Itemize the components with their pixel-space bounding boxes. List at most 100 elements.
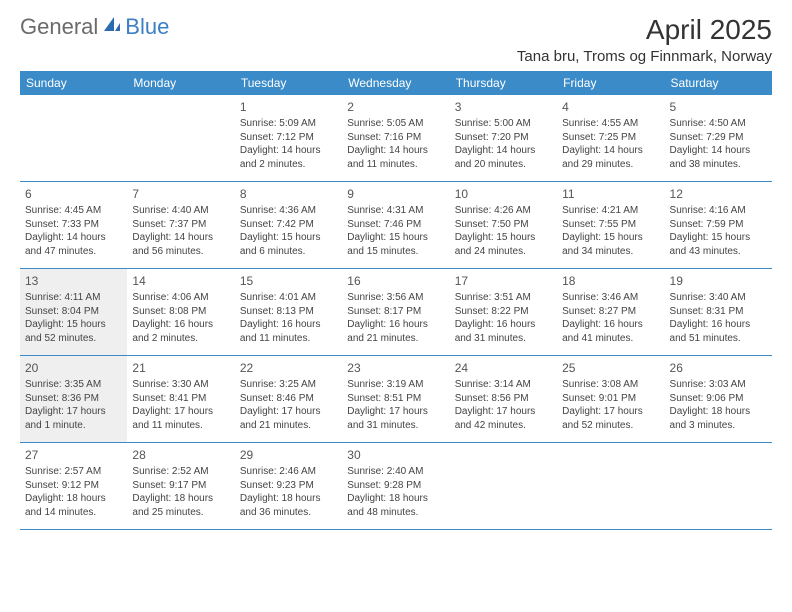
day-sunset: Sunset: 8:46 PM — [240, 392, 337, 406]
day-sunset: Sunset: 7:29 PM — [670, 131, 767, 145]
day-sunset: Sunset: 8:56 PM — [455, 392, 552, 406]
day-number: 21 — [132, 360, 229, 376]
day-sunset: Sunset: 9:12 PM — [25, 479, 122, 493]
day-sunset: Sunset: 7:33 PM — [25, 218, 122, 232]
day-cell: 30Sunrise: 2:40 AMSunset: 9:28 PMDayligh… — [342, 443, 449, 529]
calendar-body: 1Sunrise: 5:09 AMSunset: 7:12 PMDaylight… — [20, 95, 772, 530]
day-sunset: Sunset: 8:22 PM — [455, 305, 552, 319]
day-sunset: Sunset: 8:27 PM — [562, 305, 659, 319]
day-daylight: Daylight: 15 hours and 24 minutes. — [455, 231, 552, 258]
day-sunset: Sunset: 7:46 PM — [347, 218, 444, 232]
day-sunrise: Sunrise: 5:00 AM — [455, 117, 552, 131]
day-sunrise: Sunrise: 4:50 AM — [670, 117, 767, 131]
weekday-header: Tuesday — [235, 71, 342, 95]
day-cell — [557, 443, 664, 529]
logo: General Blue — [20, 14, 169, 40]
day-number: 17 — [455, 273, 552, 289]
day-sunrise: Sunrise: 2:57 AM — [25, 465, 122, 479]
day-daylight: Daylight: 18 hours and 14 minutes. — [25, 492, 122, 519]
day-number: 1 — [240, 99, 337, 115]
day-cell: 1Sunrise: 5:09 AMSunset: 7:12 PMDaylight… — [235, 95, 342, 181]
day-cell: 5 Sunrise: 4:50 AMSunset: 7:29 PMDaylight… — [665, 95, 772, 181]
day-daylight: Daylight: 14 hours and 38 minutes. — [670, 144, 767, 171]
day-number: 28 — [132, 447, 229, 463]
day-sunrise: Sunrise: 3:19 AM — [347, 378, 444, 392]
day-sunrise: Sunrise: 4:26 AM — [455, 204, 552, 218]
day-sunset: Sunset: 8:13 PM — [240, 305, 337, 319]
weekday-header: Saturday — [665, 71, 772, 95]
day-cell: 18Sunrise: 3:46 AMSunset: 8:27 PMDayligh… — [557, 269, 664, 355]
day-sunset: Sunset: 8:17 PM — [347, 305, 444, 319]
day-sunset: Sunset: 7:50 PM — [455, 218, 552, 232]
day-daylight: Daylight: 15 hours and 15 minutes. — [347, 231, 444, 258]
week-row: 20Sunrise: 3:35 AMSunset: 8:36 PMDayligh… — [20, 356, 772, 443]
day-sunset: Sunset: 7:42 PM — [240, 218, 337, 232]
day-number: 4 — [562, 99, 659, 115]
day-sunset: Sunset: 7:59 PM — [670, 218, 767, 232]
logo-sail-icon — [102, 15, 122, 40]
day-cell: 4Sunrise: 4:55 AMSunset: 7:25 PMDaylight… — [557, 95, 664, 181]
day-number: 26 — [670, 360, 767, 376]
day-number: 15 — [240, 273, 337, 289]
day-sunrise: Sunrise: 4:21 AM — [562, 204, 659, 218]
day-cell: 16Sunrise: 3:56 AMSunset: 8:17 PMDayligh… — [342, 269, 449, 355]
day-sunrise: Sunrise: 4:36 AM — [240, 204, 337, 218]
day-sunset: Sunset: 9:23 PM — [240, 479, 337, 493]
day-sunrise: Sunrise: 2:46 AM — [240, 465, 337, 479]
day-cell: 7Sunrise: 4:40 AMSunset: 7:37 PMDaylight… — [127, 182, 234, 268]
day-daylight: Daylight: 16 hours and 2 minutes. — [132, 318, 229, 345]
title-block: April 2025 Tana bru, Troms og Finnmark, … — [517, 14, 772, 65]
day-cell: 10Sunrise: 4:26 AMSunset: 7:50 PMDayligh… — [450, 182, 557, 268]
day-daylight: Daylight: 14 hours and 47 minutes. — [25, 231, 122, 258]
day-number: 11 — [562, 186, 659, 202]
day-sunrise: Sunrise: 3:56 AM — [347, 291, 444, 305]
day-sunrise: Sunrise: 4:55 AM — [562, 117, 659, 131]
day-daylight: Daylight: 14 hours and 20 minutes. — [455, 144, 552, 171]
day-sunset: Sunset: 7:12 PM — [240, 131, 337, 145]
day-number: 19 — [670, 273, 767, 289]
day-sunrise: Sunrise: 4:16 AM — [670, 204, 767, 218]
day-sunset: Sunset: 7:20 PM — [455, 131, 552, 145]
header-row: General Blue April 2025 Tana bru, Troms … — [20, 14, 772, 65]
day-sunrise: Sunrise: 2:52 AM — [132, 465, 229, 479]
day-cell: 15Sunrise: 4:01 AMSunset: 8:13 PMDayligh… — [235, 269, 342, 355]
day-number: 13 — [25, 273, 122, 289]
week-row: 6Sunrise: 4:45 AMSunset: 7:33 PMDaylight… — [20, 182, 772, 269]
day-sunrise: Sunrise: 3:51 AM — [455, 291, 552, 305]
day-number: 6 — [25, 186, 122, 202]
day-cell: 9 Sunrise: 4:31 AMSunset: 7:46 PMDaylight… — [342, 182, 449, 268]
day-sunrise: Sunrise: 4:40 AM — [132, 204, 229, 218]
day-cell: 29Sunrise: 2:46 AMSunset: 9:23 PMDayligh… — [235, 443, 342, 529]
day-daylight: Daylight: 18 hours and 25 minutes. — [132, 492, 229, 519]
day-sunset: Sunset: 8:41 PM — [132, 392, 229, 406]
day-number: 16 — [347, 273, 444, 289]
day-daylight: Daylight: 17 hours and 42 minutes. — [455, 405, 552, 432]
weekday-header: Sunday — [20, 71, 127, 95]
day-cell: 23Sunrise: 3:19 AMSunset: 8:51 PMDayligh… — [342, 356, 449, 442]
day-sunrise: Sunrise: 4:11 AM — [25, 291, 122, 305]
day-number: 9 — [347, 186, 444, 202]
day-cell: 2Sunrise: 5:05 AMSunset: 7:16 PMDaylight… — [342, 95, 449, 181]
day-daylight: Daylight: 15 hours and 52 minutes. — [25, 318, 122, 345]
day-daylight: Daylight: 17 hours and 52 minutes. — [562, 405, 659, 432]
day-daylight: Daylight: 17 hours and 21 minutes. — [240, 405, 337, 432]
day-sunrise: Sunrise: 3:46 AM — [562, 291, 659, 305]
day-daylight: Daylight: 18 hours and 48 minutes. — [347, 492, 444, 519]
day-sunrise: Sunrise: 3:25 AM — [240, 378, 337, 392]
weekday-header: Friday — [557, 71, 664, 95]
day-daylight: Daylight: 16 hours and 31 minutes. — [455, 318, 552, 345]
day-sunrise: Sunrise: 2:40 AM — [347, 465, 444, 479]
day-sunrise: Sunrise: 4:31 AM — [347, 204, 444, 218]
day-sunset: Sunset: 8:04 PM — [25, 305, 122, 319]
week-row: 27Sunrise: 2:57 AMSunset: 9:12 PMDayligh… — [20, 443, 772, 530]
logo-text-blue: Blue — [125, 14, 169, 40]
day-daylight: Daylight: 18 hours and 36 minutes. — [240, 492, 337, 519]
day-daylight: Daylight: 15 hours and 6 minutes. — [240, 231, 337, 258]
day-cell: 12Sunrise: 4:16 AMSunset: 7:59 PMDayligh… — [665, 182, 772, 268]
day-sunset: Sunset: 7:16 PM — [347, 131, 444, 145]
day-cell — [20, 95, 127, 181]
day-sunrise: Sunrise: 5:05 AM — [347, 117, 444, 131]
day-number: 5 — [670, 99, 767, 115]
day-sunset: Sunset: 8:31 PM — [670, 305, 767, 319]
day-cell — [450, 443, 557, 529]
